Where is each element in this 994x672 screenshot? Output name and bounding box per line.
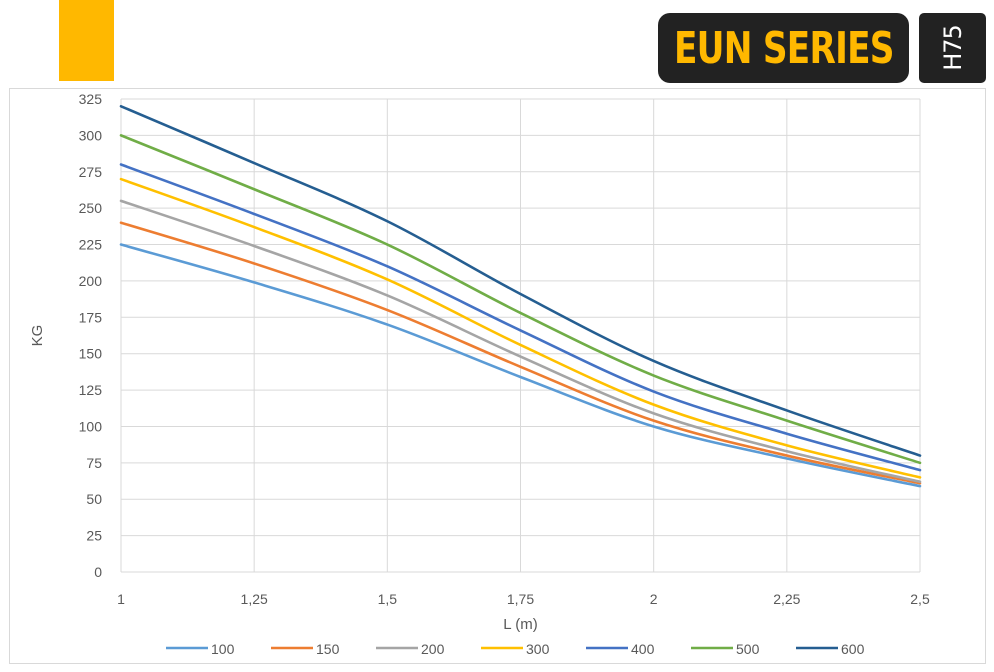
x-tick-label: 2,5 (910, 591, 930, 607)
legend-label-400: 400 (631, 641, 655, 657)
model-badge: H75 (919, 13, 986, 83)
legend-label-100: 100 (211, 641, 235, 657)
x-tick-label: 1,75 (507, 591, 534, 607)
series-title-text: EUN SERIES (673, 22, 894, 74)
series-line-100 (119, 243, 922, 488)
brand-accent-block (59, 0, 114, 81)
y-tick-label: 200 (79, 273, 103, 289)
y-tick-label: 175 (79, 309, 103, 325)
x-tick-label: 1,5 (378, 591, 398, 607)
series-line-150 (119, 221, 922, 485)
y-tick-label: 50 (86, 491, 102, 507)
y-tick-label: 0 (94, 564, 102, 580)
y-tick-label: 225 (79, 237, 103, 253)
x-tick-labels: 1 1,25 1,5 1,75 2 2,25 2,5 (117, 591, 930, 607)
legend-label-600: 600 (841, 641, 865, 657)
y-tick-label: 250 (79, 200, 103, 216)
y-axis-title: KG (29, 325, 46, 347)
series-line-600 (119, 104, 922, 457)
y-tick-label: 25 (86, 528, 102, 544)
legend-label-150: 150 (316, 641, 340, 657)
x-tick-label: 2,25 (773, 591, 800, 607)
x-axis-title: L (m) (503, 616, 537, 633)
y-tick-label: 300 (79, 127, 103, 143)
y-tick-label: 275 (79, 164, 103, 180)
series-lines (119, 104, 922, 488)
series-line-400 (119, 163, 922, 472)
x-tick-label: 1,25 (241, 591, 268, 607)
series-line-500 (119, 134, 922, 465)
y-tick-label: 75 (86, 455, 102, 471)
series-line-300 (119, 177, 922, 479)
series-title-badge: EUN SERIES (658, 13, 909, 83)
legend-label-200: 200 (421, 641, 445, 657)
legend-label-300: 300 (526, 641, 550, 657)
x-tick-label: 2 (650, 591, 658, 607)
legend-label-500: 500 (736, 641, 760, 657)
y-tick-label: 100 (79, 418, 103, 434)
y-tick-label: 150 (79, 346, 103, 362)
y-tick-labels: 0 25 50 75 100 125 150 175 200 225 250 275 300 325 (79, 91, 103, 580)
x-tick-label: 1 (117, 591, 125, 607)
y-tick-label: 125 (79, 382, 103, 398)
legend: 100 150 200 300 400 500 600 (166, 641, 865, 657)
grid-lines (120, 98, 921, 573)
series-line-200 (119, 199, 922, 484)
y-tick-label: 325 (79, 91, 103, 107)
